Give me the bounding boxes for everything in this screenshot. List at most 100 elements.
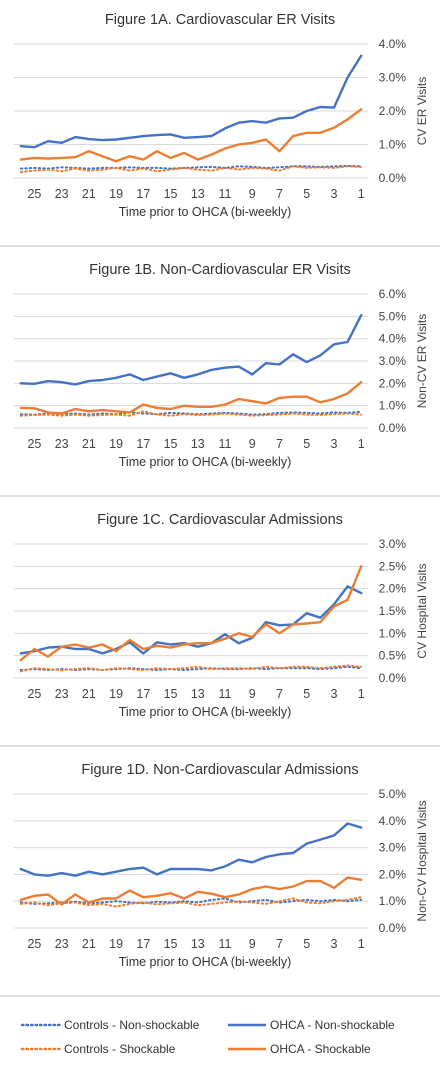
x-tick-label: 15 <box>164 687 178 701</box>
legend-label-ohca-nonshockable: OHCA - Non-shockable <box>270 1018 395 1032</box>
y-tick-label: 3.0% <box>379 841 407 855</box>
x-tick-label: 23 <box>55 437 69 451</box>
x-tick-label: 25 <box>27 937 41 951</box>
x-tick-label: 21 <box>82 437 96 451</box>
series-line-controls-non-shockable <box>19 164 363 170</box>
x-tick-label: 5 <box>303 187 310 201</box>
x-tick-label: 3 <box>330 937 337 951</box>
x-tick-label: 19 <box>109 687 123 701</box>
series-line-ohca-shockable <box>19 381 363 415</box>
y-tick-label: 2.5% <box>379 559 407 573</box>
series-line-ohca-shockable <box>19 565 363 662</box>
x-tick-label: 15 <box>164 187 178 201</box>
chart-title: Figure 1D. Non-Cardiovascular Admissions <box>81 762 358 778</box>
x-tick-label: 17 <box>136 937 150 951</box>
x-tick-label: 3 <box>330 187 337 201</box>
x-tick-label: 13 <box>191 687 205 701</box>
series-line-controls-shockable <box>19 410 363 417</box>
x-tick-label: 19 <box>109 937 123 951</box>
x-tick-label: 7 <box>276 187 283 201</box>
y-tick-label: 4.0% <box>379 814 407 828</box>
x-tick-label: 13 <box>191 937 205 951</box>
y-tick-label: 0.0% <box>379 671 407 685</box>
x-tick-label: 11 <box>219 687 232 701</box>
x-axis-label: Time prior to OHCA (bi-weekly) <box>119 205 292 219</box>
y-tick-label: 0.5% <box>379 649 407 663</box>
series-line-controls-shockable <box>19 165 363 173</box>
x-tick-label: 11 <box>219 437 232 451</box>
y-tick-label: 5.0% <box>379 787 407 801</box>
series-line-ohca-shockable <box>19 108 363 163</box>
x-tick-label: 15 <box>164 437 178 451</box>
series-line-ohca-non-shockable <box>19 822 363 877</box>
legend-item-ohca-shockable: OHCA - Shockable <box>228 1042 371 1056</box>
legend-canvas: Controls - Non-shockable OHCA - Non-shoc… <box>20 1018 395 1056</box>
x-tick-label: 11 <box>219 187 232 201</box>
x-tick-label: 3 <box>330 437 337 451</box>
x-tick-label: 17 <box>136 687 150 701</box>
y-tick-label: 0.0% <box>379 171 407 185</box>
series-line-controls-non-shockable <box>19 665 363 671</box>
x-tick-label: 9 <box>249 937 256 951</box>
legend-label-controls-nonshockable: Controls - Non-shockable <box>64 1018 200 1032</box>
x-tick-label: 5 <box>303 687 310 701</box>
y-tick-label: 1.0% <box>379 626 407 640</box>
x-tick-label: 1 <box>358 187 365 201</box>
x-tick-label: 5 <box>303 937 310 951</box>
legend-label-ohca-shockable: OHCA - Shockable <box>270 1042 371 1056</box>
y-tick-label: 1.0% <box>379 138 407 152</box>
y-tick-label: 2.0% <box>379 867 407 881</box>
y-tick-label: 2.0% <box>379 582 407 596</box>
x-tick-label: 15 <box>164 937 178 951</box>
x-tick-label: 25 <box>27 187 41 201</box>
series-line-controls-shockable <box>19 896 363 908</box>
x-tick-label: 7 <box>276 687 283 701</box>
x-tick-label: 17 <box>136 437 150 451</box>
x-tick-label: 25 <box>27 687 41 701</box>
x-tick-label: 9 <box>249 687 256 701</box>
y-tick-label: 0.0% <box>379 421 407 435</box>
x-axis-label: Time prior to OHCA (bi-weekly) <box>119 455 292 469</box>
y-tick-label: 1.0% <box>379 399 407 413</box>
legend-label-controls-shockable: Controls - Shockable <box>64 1042 176 1056</box>
y-tick-label: 5.0% <box>379 309 407 323</box>
chart-panel-2: Figure 1B. Non-Cardiovascular ER Visits 0… <box>0 262 440 497</box>
y-tick-label: 3.0% <box>379 71 407 85</box>
y-axis-label: Non-CV ER Visits <box>415 314 429 408</box>
legend-item-controls-shockable: Controls - Shockable <box>20 1042 176 1056</box>
chart-panel-3: Figure 1C. Cardiovascular Admissions 0.0%… <box>0 512 440 747</box>
y-axis-label: CV Hospital Visits <box>415 563 429 658</box>
series-line-controls-shockable <box>19 664 363 673</box>
series-line-ohca-non-shockable <box>19 54 363 149</box>
x-tick-label: 13 <box>191 437 205 451</box>
x-tick-label: 9 <box>249 437 256 451</box>
figures-panel: Figure 1A. Cardiovascular ER Visits 0.0% 1… <box>0 12 440 997</box>
y-tick-label: 1.5% <box>379 604 407 618</box>
x-tick-label: 25 <box>27 437 41 451</box>
chart-title: Figure 1A. Cardiovascular ER Visits <box>105 12 335 28</box>
x-tick-label: 13 <box>191 187 205 201</box>
series-line-controls-non-shockable <box>19 897 363 905</box>
y-tick-label: 0.0% <box>379 921 407 935</box>
y-tick-label: 3.0% <box>379 537 407 551</box>
y-tick-label: 1.0% <box>379 894 407 908</box>
y-tick-label: 4.0% <box>379 37 407 51</box>
x-tick-label: 23 <box>55 937 69 951</box>
x-tick-label: 1 <box>358 687 365 701</box>
x-tick-label: 7 <box>276 937 283 951</box>
x-axis-label: Time prior to OHCA (bi-weekly) <box>119 955 292 969</box>
chart-panel-1: Figure 1A. Cardiovascular ER Visits 0.0% 1… <box>0 12 440 247</box>
chart-title: Figure 1C. Cardiovascular Admissions <box>97 512 343 528</box>
y-tick-label: 2.0% <box>379 104 407 118</box>
x-tick-label: 23 <box>55 687 69 701</box>
chart-panel-4: Figure 1D. Non-Cardiovascular Admissions… <box>0 762 440 997</box>
y-tick-label: 4.0% <box>379 332 407 346</box>
x-tick-label: 5 <box>303 437 310 451</box>
x-tick-label: 21 <box>82 687 96 701</box>
x-tick-label: 21 <box>82 187 96 201</box>
x-tick-label: 11 <box>219 937 232 951</box>
charts-canvas: Figure 1A. Cardiovascular ER Visits 0.0% 1… <box>0 12 440 997</box>
x-tick-label: 7 <box>276 437 283 451</box>
x-axis-label: Time prior to OHCA (bi-weekly) <box>119 705 292 719</box>
series-line-ohca-non-shockable <box>19 314 363 386</box>
